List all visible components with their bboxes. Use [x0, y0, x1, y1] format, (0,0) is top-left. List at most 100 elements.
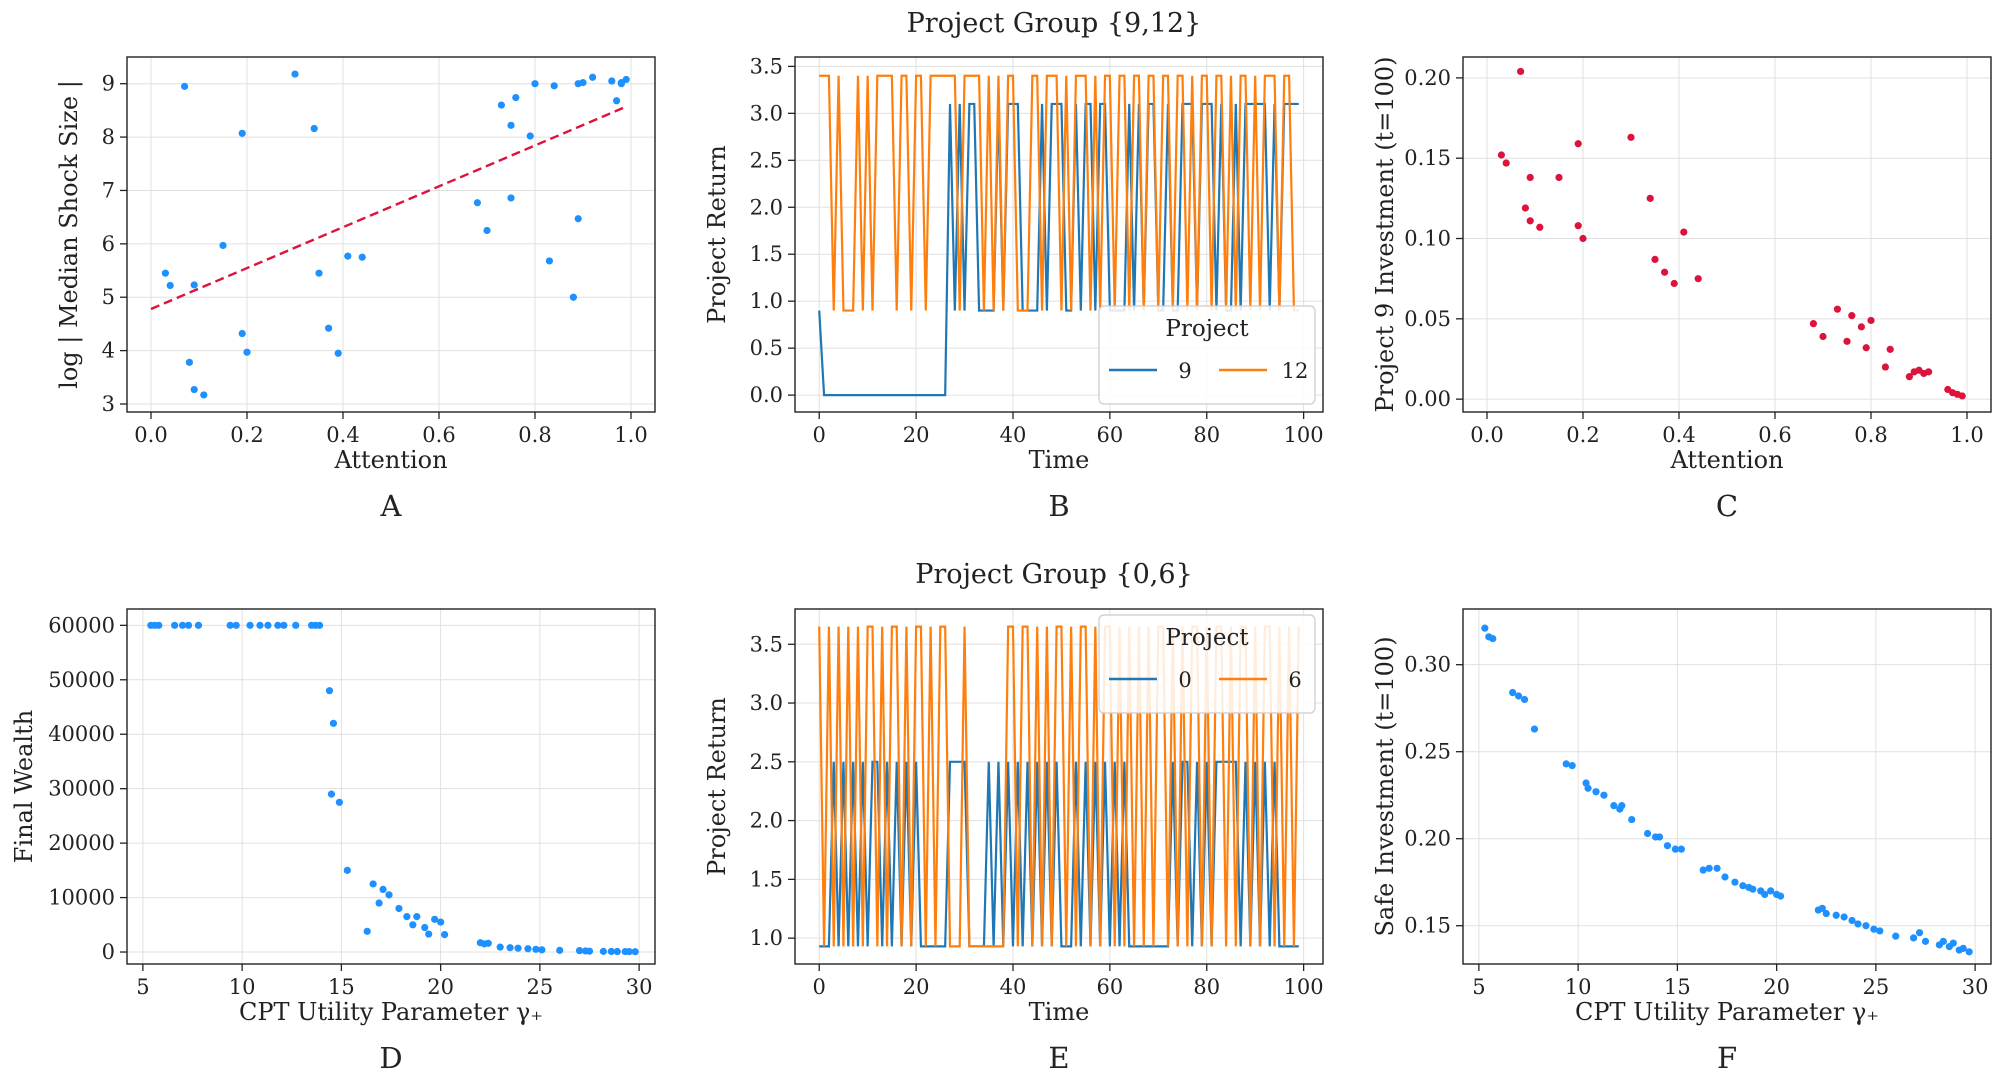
scatter-point: [395, 904, 403, 913]
scatter-point: [613, 97, 621, 105]
legend-box: [1098, 614, 1316, 714]
scatter-point: [327, 790, 336, 798]
legend-title: Project: [1165, 316, 1249, 342]
y-axis-label: log | Median Shock Size |: [55, 80, 84, 389]
x-tick-label: 1.0: [1950, 423, 1983, 447]
y-tick-label: 20000: [48, 831, 115, 855]
y-tick-label: 0.15: [1404, 914, 1451, 938]
scatter-point: [1502, 159, 1510, 167]
scatter-point: [574, 215, 582, 223]
scatter-point: [431, 915, 439, 923]
x-tick-label: 25: [527, 975, 554, 999]
y-tick-label: 1.0: [750, 289, 783, 313]
plot-area: [1481, 624, 1973, 956]
scatter-point: [379, 885, 387, 894]
x-tick-label: 20: [1763, 975, 1790, 999]
scatter-point: [1644, 829, 1652, 838]
scatter-point: [334, 349, 342, 357]
x-tick-label: 20: [903, 423, 930, 447]
x-tick-label: 0.0: [1470, 423, 1503, 447]
scatter-point: [1892, 932, 1900, 940]
scatter-point: [1767, 887, 1775, 895]
scatter-point: [1663, 842, 1672, 850]
series-line-9: [818, 102, 1299, 397]
x-tick-label: 0: [813, 423, 826, 447]
scatter-point: [1655, 833, 1664, 841]
panel-label: D: [379, 1041, 402, 1068]
x-tick-label: 10: [1565, 975, 1592, 999]
x-tick-label: 0: [813, 975, 826, 999]
scatter-point: [1958, 392, 1966, 400]
scatter-point: [329, 719, 338, 727]
scatter-point: [1481, 624, 1489, 632]
y-tick-label: 0.05: [1404, 307, 1451, 331]
scatter-point: [335, 798, 343, 806]
panel-label: F: [1717, 1041, 1737, 1068]
plot-area: [818, 74, 1299, 397]
y-tick-label: 60000: [48, 613, 115, 637]
scatter-point: [1699, 866, 1707, 874]
x-axis-label: Attention: [333, 446, 447, 474]
scatter-point: [1521, 204, 1529, 212]
x-tick-label: 1.0: [614, 423, 647, 447]
panel-f: 5 10 15 20 25 30 0.15 0.20 0.25 0.30 CPT Utility P…: [1371, 608, 1992, 1068]
scatter-point: [1909, 934, 1918, 942]
x-tick-label: 0.2: [1566, 423, 1599, 447]
y-tick-label: 2.5: [750, 750, 783, 774]
axes-frame: [794, 608, 1324, 965]
x-tick-label: 15: [328, 975, 355, 999]
y-tick-label: 4: [102, 339, 115, 363]
y-tick-label: 0.5: [750, 336, 783, 360]
scatter-point: [1584, 784, 1592, 792]
scatter-point: [507, 194, 515, 202]
panel-b: 0 20 40 60 80 100 0.0 0.5 1.0 1.5 2.0 2.5 3.0 3.5 Proj…: [703, 54, 1324, 523]
scatter-point: [1925, 368, 1933, 376]
x-tick-label: 80: [1193, 423, 1220, 447]
scatter-point: [1832, 911, 1840, 919]
scatter-point: [1713, 864, 1721, 872]
legend: Project 9 12: [1098, 305, 1316, 405]
scatter-point: [1536, 223, 1544, 231]
x-axis-label: Time: [1029, 446, 1090, 474]
x-tick-label: 25: [1863, 975, 1890, 999]
scatter-point: [1848, 312, 1856, 320]
scatter-point: [292, 621, 300, 629]
scatter-point: [532, 945, 540, 953]
scatter-point: [484, 939, 492, 947]
scatter-point: [579, 79, 587, 87]
scatter-point: [1745, 883, 1753, 892]
scatter-point: [232, 621, 240, 629]
scatter-point: [375, 899, 383, 907]
scatter-point: [1840, 913, 1848, 921]
scatter-point: [185, 358, 193, 366]
x-tick-label: 0.4: [326, 423, 359, 447]
scatter-point: [166, 281, 174, 290]
scatter-point: [421, 923, 429, 932]
y-tick-label: 0.30: [1404, 653, 1451, 677]
scatter-point: [1497, 151, 1505, 159]
y-tick-label: 50000: [48, 668, 115, 692]
scatter-point: [238, 329, 246, 338]
scatter-point: [556, 946, 564, 954]
scatter-point: [161, 269, 169, 277]
scatter-point: [310, 124, 318, 133]
scatter-point: [1857, 323, 1865, 331]
x-tick-label: 0.8: [518, 423, 551, 447]
fit-line: [150, 105, 627, 311]
y-tick-label: 3.5: [750, 632, 783, 656]
x-tick-label: 30: [626, 975, 653, 999]
scatter-point: [1509, 688, 1517, 697]
scatter-point: [1651, 255, 1659, 263]
y-tick-label: 3.0: [750, 691, 783, 715]
scatter-point: [425, 930, 433, 938]
scatter-point: [344, 252, 352, 260]
x-tick-label: 0.4: [1662, 423, 1695, 447]
scatter-point: [589, 73, 597, 81]
y-axis-label: Safe Investment (t=100): [1371, 636, 1399, 936]
scatter-point: [1870, 925, 1878, 933]
x-tick-label: 0.6: [422, 423, 455, 447]
scatter-point: [178, 621, 187, 629]
scatter-point: [1574, 140, 1582, 148]
scatter-point: [190, 385, 198, 394]
